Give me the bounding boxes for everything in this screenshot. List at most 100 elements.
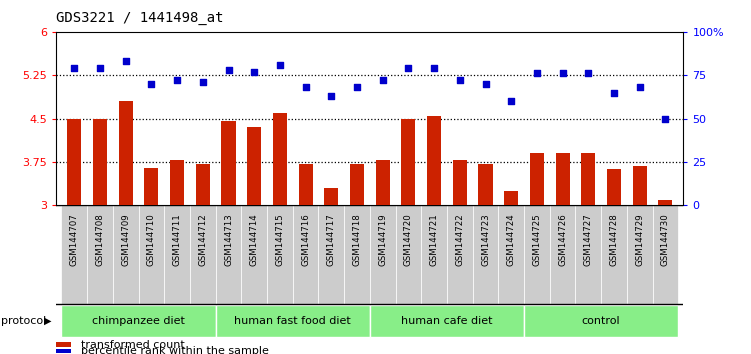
Bar	[376, 160, 390, 205]
Point	[556, 71, 569, 76]
Bar	[318, 205, 344, 304]
Bar	[216, 205, 241, 304]
Point	[249, 69, 261, 75]
Text: GSM144709: GSM144709	[121, 213, 130, 266]
Bar	[659, 200, 672, 205]
Bar	[581, 153, 596, 205]
Text: GSM144720: GSM144720	[404, 213, 413, 266]
Text: GSM144721: GSM144721	[430, 213, 439, 266]
Bar	[216, 305, 369, 337]
Text: GDS3221 / 1441498_at: GDS3221 / 1441498_at	[56, 11, 224, 25]
Bar	[530, 153, 544, 205]
Point	[197, 79, 209, 85]
Bar	[62, 205, 87, 304]
Bar	[499, 205, 524, 304]
Bar	[196, 164, 210, 205]
Point	[325, 93, 337, 99]
Text: protocol: protocol	[1, 316, 46, 326]
Bar	[190, 205, 216, 304]
Text: GSM144707: GSM144707	[70, 213, 79, 266]
Point	[119, 58, 131, 64]
Text: chimpanzee diet: chimpanzee diet	[92, 316, 185, 326]
Text: GSM144716: GSM144716	[301, 213, 310, 266]
Text: GSM144711: GSM144711	[173, 213, 182, 266]
Text: GSM144714: GSM144714	[250, 213, 258, 266]
Bar	[324, 188, 339, 205]
Bar	[369, 205, 396, 304]
Bar	[401, 119, 415, 205]
Bar	[247, 127, 261, 205]
Text: GSM144730: GSM144730	[661, 213, 670, 266]
Bar	[241, 205, 267, 304]
Point	[94, 65, 106, 71]
Bar	[56, 349, 71, 353]
Point	[505, 98, 517, 104]
Text: GSM144723: GSM144723	[481, 213, 490, 266]
Bar	[575, 205, 601, 304]
Text: GSM144710: GSM144710	[147, 213, 156, 266]
Text: GSM144717: GSM144717	[327, 213, 336, 266]
Bar	[601, 205, 627, 304]
Text: percentile rank within the sample: percentile rank within the sample	[81, 346, 269, 354]
Point	[351, 85, 363, 90]
Bar	[139, 205, 164, 304]
Bar	[164, 205, 190, 304]
Text: GSM144726: GSM144726	[558, 213, 567, 266]
Point	[582, 71, 594, 76]
Text: GSM144729: GSM144729	[635, 213, 644, 266]
Point	[300, 85, 312, 90]
Point	[171, 78, 183, 83]
Text: human fast food diet: human fast food diet	[234, 316, 351, 326]
Bar	[87, 205, 113, 304]
Bar	[556, 153, 570, 205]
Point	[274, 62, 286, 68]
Text: GSM144708: GSM144708	[95, 213, 104, 266]
Bar	[369, 305, 524, 337]
Point	[659, 116, 671, 121]
Bar	[144, 168, 158, 205]
Bar	[299, 164, 312, 205]
Point	[454, 78, 466, 83]
Point	[428, 65, 440, 71]
Bar	[607, 170, 621, 205]
Text: control: control	[582, 316, 620, 326]
Bar	[68, 119, 81, 205]
Point	[222, 67, 234, 73]
Text: GSM144719: GSM144719	[379, 213, 388, 266]
Bar	[293, 205, 318, 304]
Point	[403, 65, 415, 71]
Bar	[632, 166, 647, 205]
Bar	[273, 113, 287, 205]
Bar	[62, 305, 216, 337]
Text: GSM144722: GSM144722	[455, 213, 464, 266]
Bar	[93, 119, 107, 205]
Point	[377, 78, 389, 83]
Text: GSM144728: GSM144728	[610, 213, 619, 266]
Bar	[421, 205, 447, 304]
Point	[146, 81, 158, 87]
Point	[531, 71, 543, 76]
Text: GSM144727: GSM144727	[584, 213, 593, 266]
Text: GSM144715: GSM144715	[276, 213, 285, 266]
Bar	[170, 160, 184, 205]
Bar	[504, 191, 518, 205]
Bar	[222, 121, 236, 205]
Text: GSM144713: GSM144713	[224, 213, 233, 266]
Bar	[627, 205, 653, 304]
Bar	[478, 164, 493, 205]
Text: transformed count: transformed count	[81, 340, 185, 350]
Bar	[453, 160, 467, 205]
Bar	[427, 116, 441, 205]
Point	[608, 90, 620, 95]
Bar	[550, 205, 575, 304]
Text: GSM144725: GSM144725	[532, 213, 541, 266]
Text: GSM144712: GSM144712	[198, 213, 207, 266]
Bar	[56, 342, 71, 347]
Text: GSM144724: GSM144724	[507, 213, 516, 266]
Bar	[344, 205, 369, 304]
Bar	[350, 164, 364, 205]
Bar	[524, 305, 678, 337]
Text: GSM144718: GSM144718	[352, 213, 361, 266]
Bar	[653, 205, 678, 304]
Bar	[524, 205, 550, 304]
